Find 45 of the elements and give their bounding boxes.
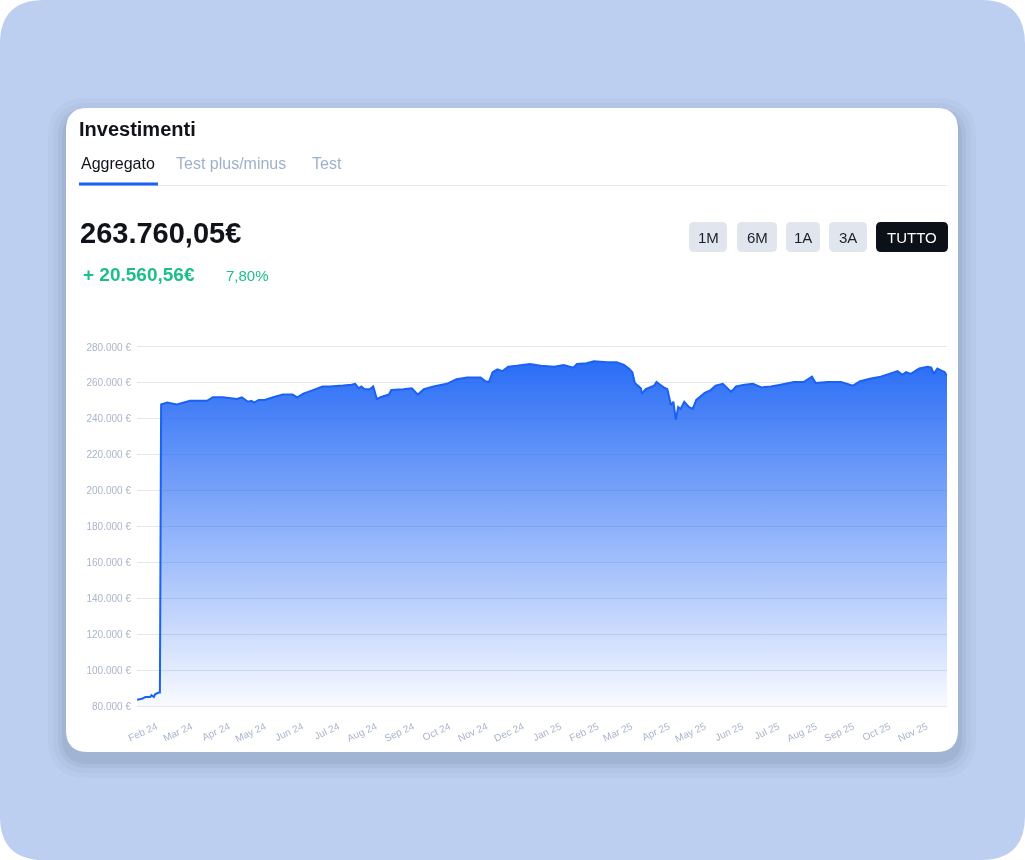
x-tick-label: May 25 [673,720,709,745]
x-tick-label: Jul 25 [752,720,782,742]
y-tick-label: 120.000 € [86,628,132,640]
x-tick-label: Nov 25 [896,720,930,744]
y-tick-label: 100.000 € [86,664,132,676]
y-tick-label: 140.000 € [86,592,132,604]
y-tick-label: 260.000 € [86,377,132,389]
y-tick-label: 280.000 € [86,341,132,353]
x-tick-label: Apr 25 [640,720,672,743]
x-tick-label: Mar 25 [601,720,635,744]
x-tick-label: Jan 25 [531,720,564,744]
text: 1M [698,229,719,246]
text: Test plus/minus [176,155,287,172]
text: Aggregato [81,155,155,172]
x-tick-label: Mar 24 [161,720,195,744]
text: Test [312,155,342,172]
y-tick-label: 240.000 € [86,413,132,425]
x-tick-label: Feb 25 [567,720,601,744]
x-tick-label: Jun 24 [273,720,306,744]
x-tick-label: Aug 24 [345,720,380,744]
chart-title: Investimenti [79,118,196,140]
y-tick-label: 80.000 € [92,700,132,712]
x-tick-label: May 24 [233,720,269,745]
x-tick-label: Feb 24 [126,720,160,744]
text: 7,80% [226,267,269,284]
y-tick-label: 180.000 € [86,521,132,532]
text: 1A [794,229,813,246]
x-tick-label: Aug 25 [785,720,819,744]
text: TUTTO [887,229,937,246]
y-tick-label: 200.000 € [86,485,132,497]
x-tick-label: Jun 25 [713,720,746,744]
y-tick-label: 220.000 € [86,449,132,461]
x-tick-label: Sep 25 [822,720,857,744]
y-tick-label: 160.000 € [86,556,132,568]
x-tick-label: Oct 24 [420,720,453,743]
chart-subtitle: 263.760,05€ [80,217,242,249]
x-tick-label: Oct 25 [860,720,893,743]
x-tick-label: Nov 24 [456,720,490,744]
text: + 20.560,56€ [83,264,195,285]
x-tick-label: Apr 24 [200,720,232,743]
text: 6M [747,229,768,246]
x-tick-label: Sep 24 [382,720,417,744]
text: 3A [839,229,858,246]
x-tick-label: Dec 24 [492,720,527,744]
x-tick-label: Jul 24 [312,720,342,742]
